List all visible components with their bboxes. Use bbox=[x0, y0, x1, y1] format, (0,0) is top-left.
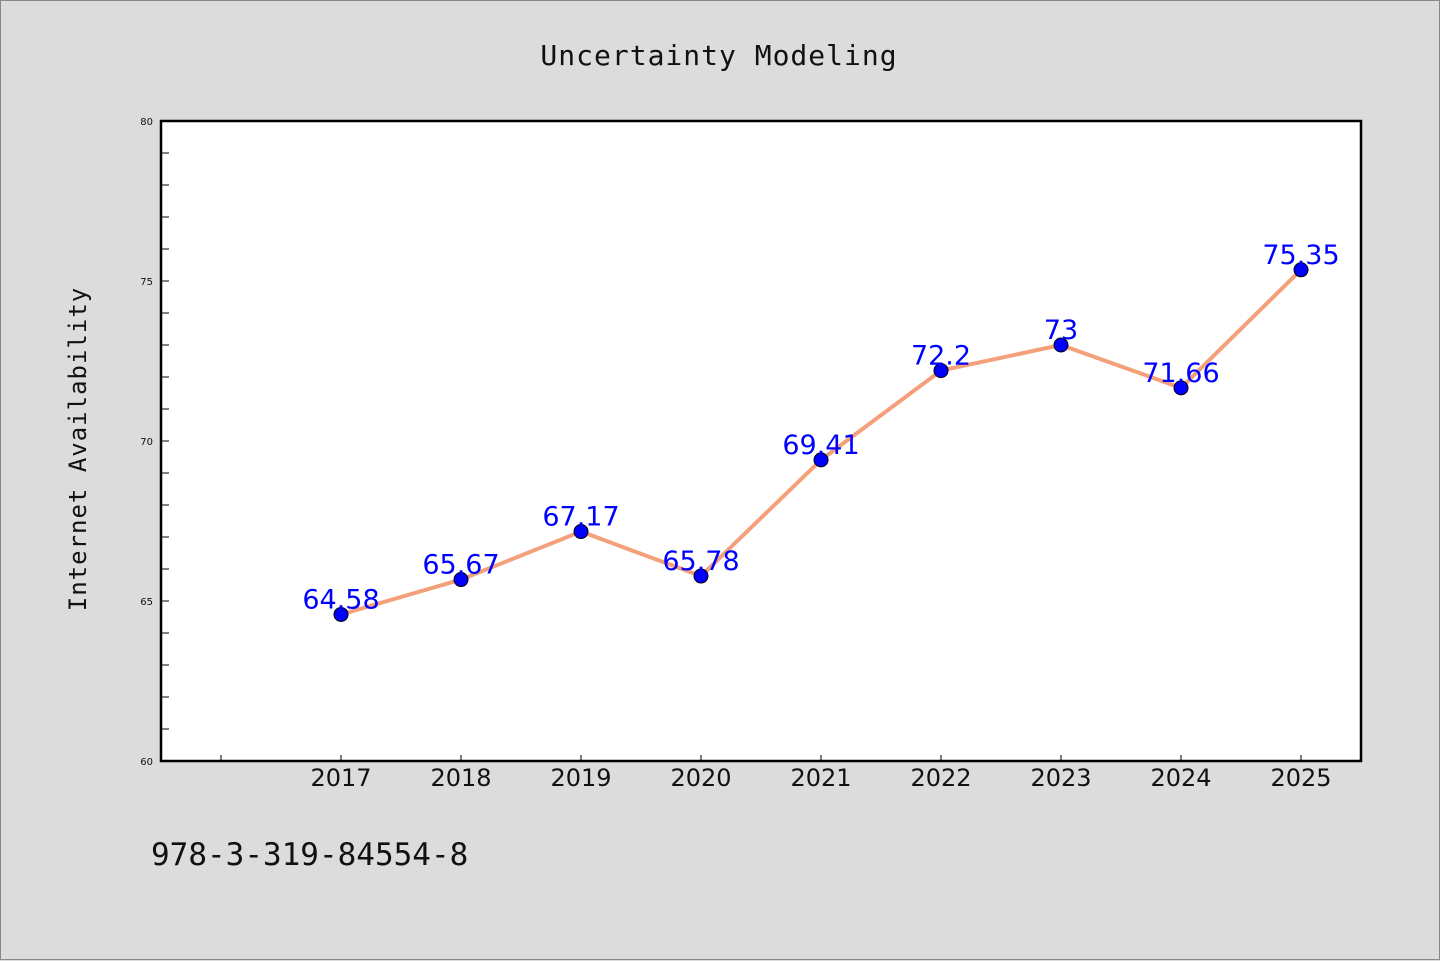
data-point bbox=[933, 363, 949, 379]
chart-title: Uncertainty Modeling bbox=[540, 39, 897, 72]
x-tick-label: 2018 bbox=[430, 764, 491, 792]
x-tick-label: 2021 bbox=[790, 764, 851, 792]
data-point bbox=[573, 524, 589, 540]
data-point bbox=[1293, 262, 1309, 278]
data-label: 64.58 bbox=[302, 584, 379, 615]
y-tick-label: 70 bbox=[140, 437, 153, 448]
x-tick-label: 2020 bbox=[670, 764, 731, 792]
data-point bbox=[333, 606, 349, 622]
data-point bbox=[453, 572, 469, 588]
data-point bbox=[1173, 380, 1189, 396]
footer-isbn: 978-3-319-84554-8 bbox=[151, 837, 468, 873]
y-tick-label: 75 bbox=[140, 277, 153, 288]
data-label: 73 bbox=[1044, 315, 1078, 346]
data-point bbox=[693, 568, 709, 584]
data-label: 72.2 bbox=[911, 341, 971, 372]
x-tick-label: 2017 bbox=[310, 764, 371, 792]
x-axis-ticks: 2017 2018 2019 2020 2021 2022 2023 2024 2025 bbox=[220, 755, 1332, 792]
data-label: 75.35 bbox=[1262, 240, 1339, 271]
x-tick-label: 2019 bbox=[550, 764, 611, 792]
y-tick-label: 65 bbox=[140, 597, 153, 608]
data-label: 67.17 bbox=[542, 502, 619, 533]
y-axis-ticks: 60 65 70 75 80 bbox=[140, 117, 169, 768]
x-tick-label: 2023 bbox=[1030, 764, 1091, 792]
x-tick-label: 2024 bbox=[1150, 764, 1211, 792]
y-tick-label: 80 bbox=[140, 117, 153, 128]
y-axis-label: Internet Availability bbox=[64, 287, 92, 611]
data-label: 71.66 bbox=[1142, 358, 1219, 389]
data-label: 69.41 bbox=[782, 430, 859, 461]
data-label: 65.67 bbox=[422, 550, 499, 581]
x-tick-label: 2025 bbox=[1270, 764, 1331, 792]
data-label: 65.78 bbox=[662, 546, 739, 577]
plot-border bbox=[159, 119, 1363, 763]
y-tick-label: 60 bbox=[140, 757, 153, 768]
series-layer: 64.58 65.67 67.17 65.78 69.41 72.2 73 71.66 75.3… bbox=[302, 240, 1340, 622]
data-point bbox=[1053, 337, 1069, 353]
plot-area bbox=[161, 121, 1361, 761]
data-point bbox=[813, 452, 829, 468]
x-tick-label: 2022 bbox=[910, 764, 971, 792]
